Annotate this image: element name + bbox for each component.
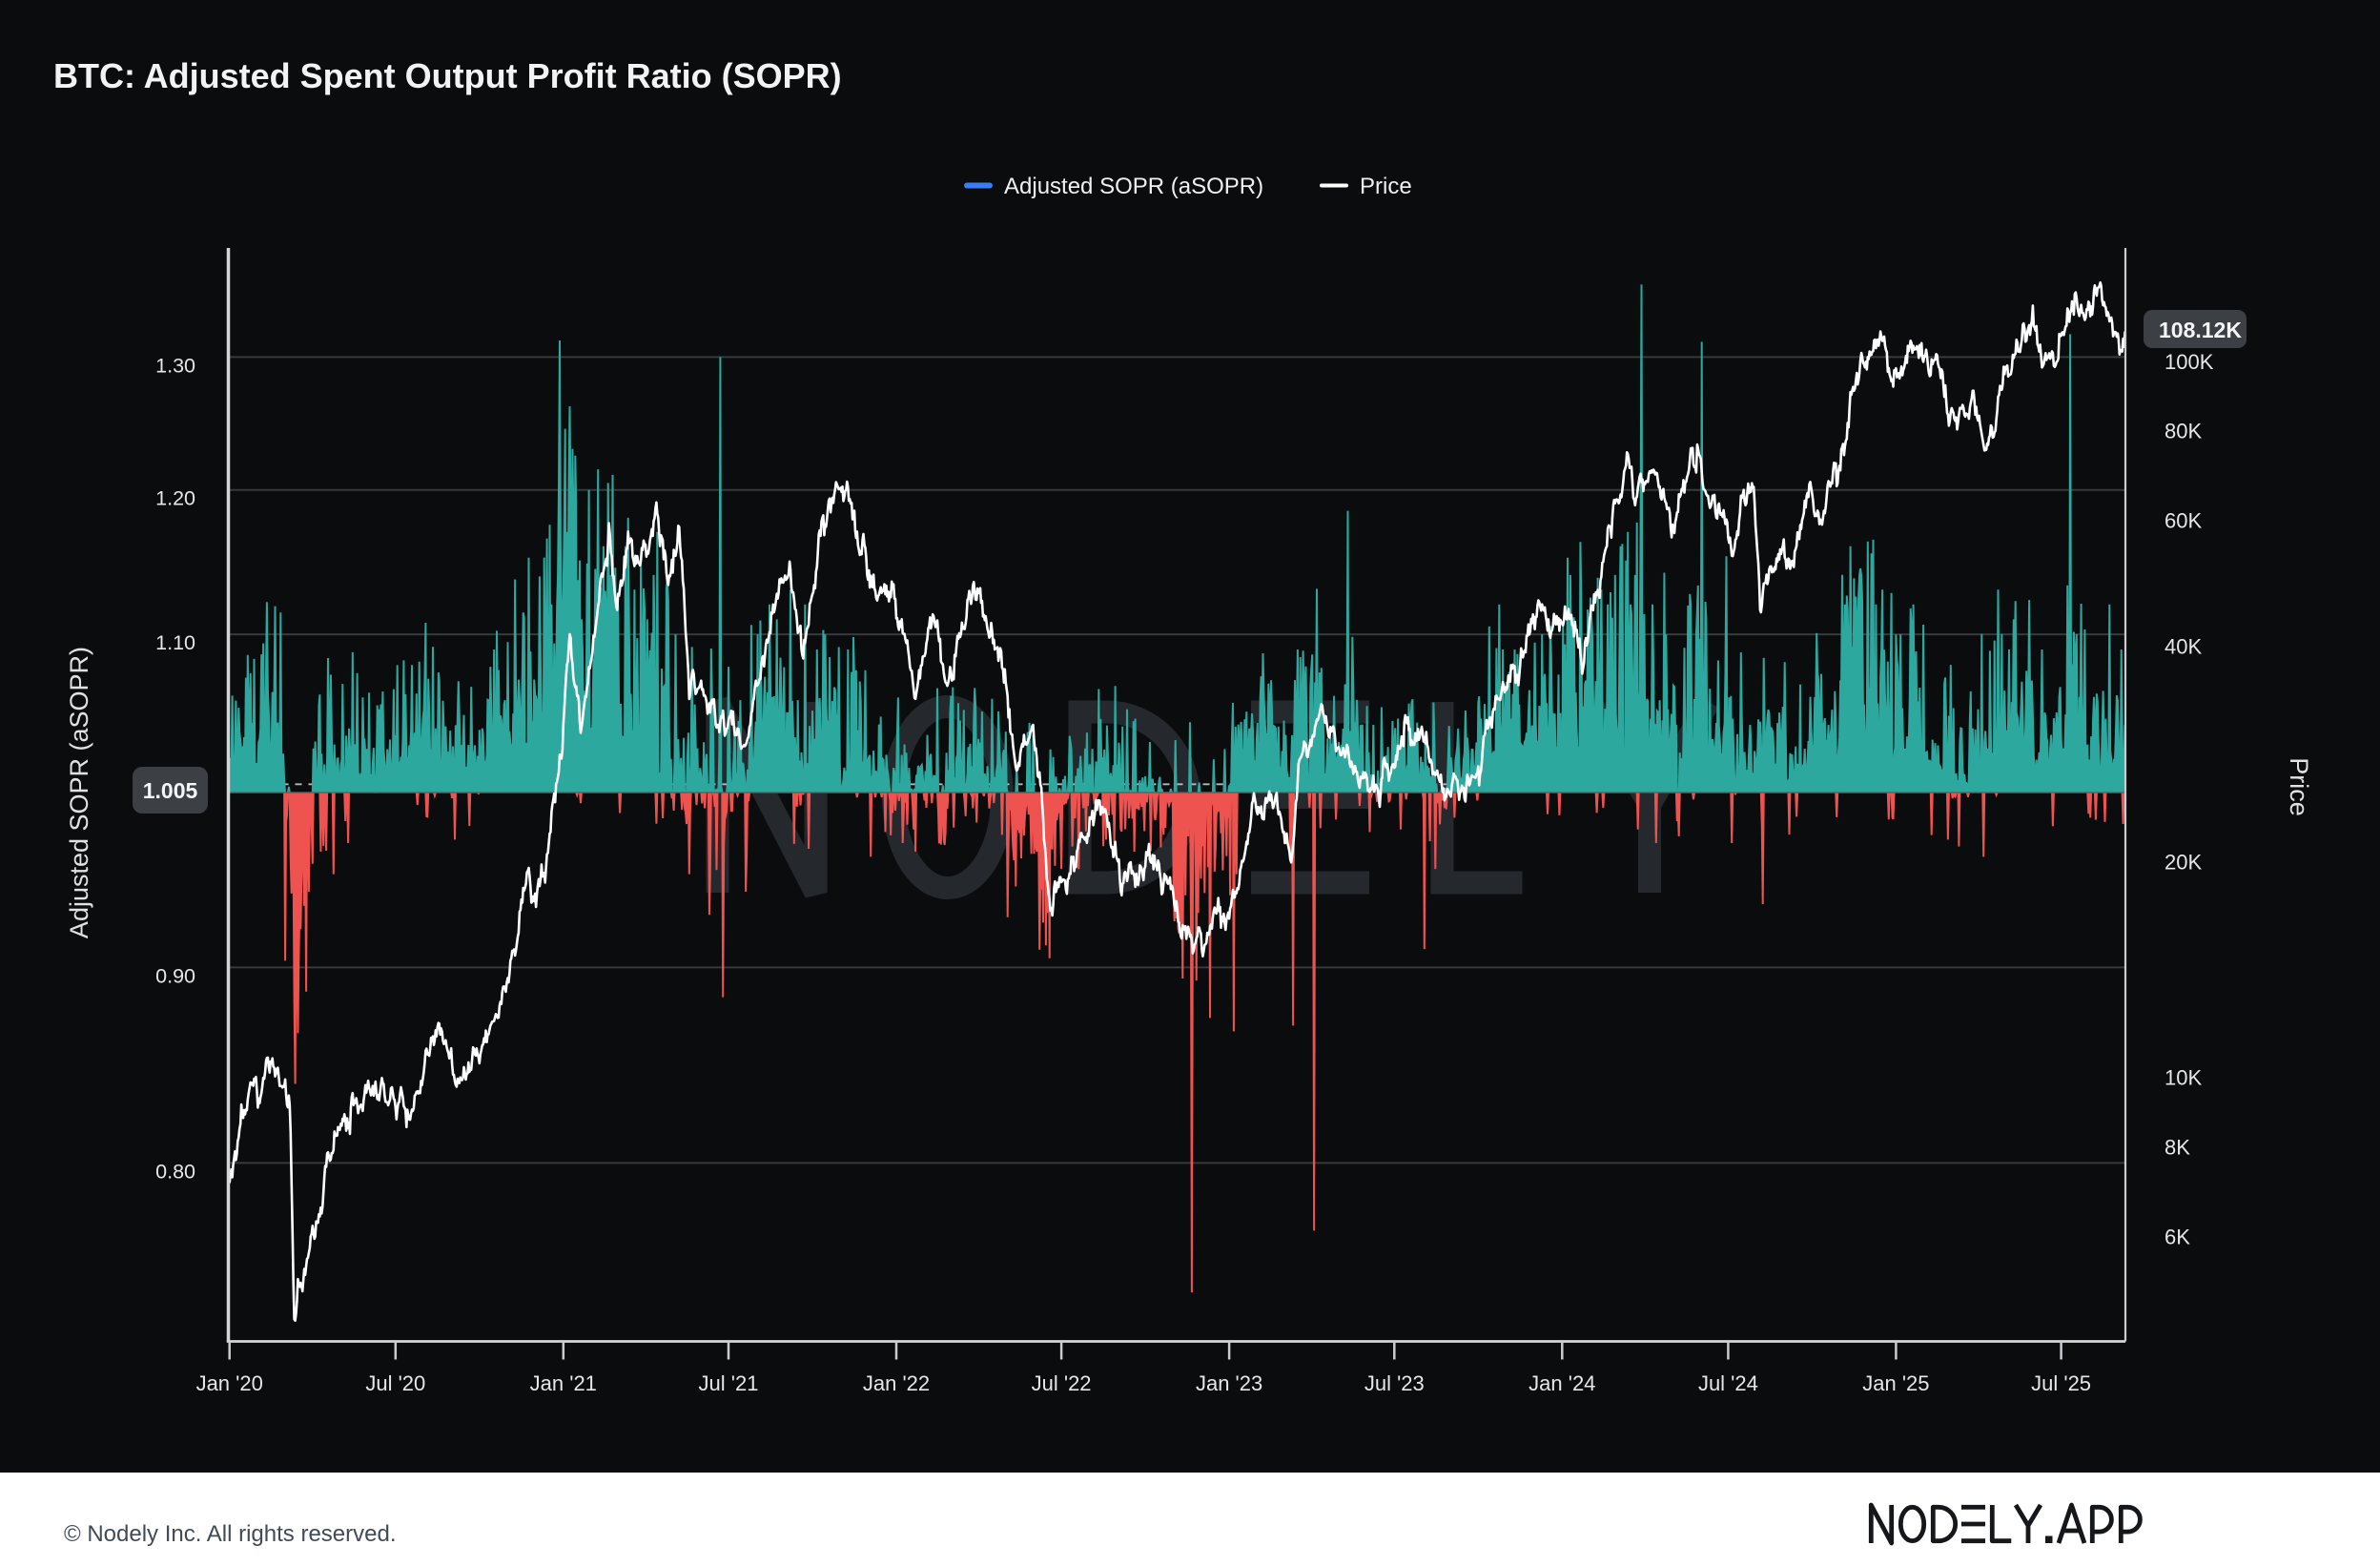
svg-text:Jul '21: Jul '21 — [699, 1371, 759, 1395]
svg-text:Jul '22: Jul '22 — [1032, 1371, 1092, 1395]
svg-text:60K: 60K — [2165, 509, 2202, 533]
svg-text:10K: 10K — [2165, 1066, 2202, 1090]
svg-text:Jul '24: Jul '24 — [1698, 1371, 1758, 1395]
svg-text:0.80: 0.80 — [155, 1160, 195, 1183]
svg-text:8K: 8K — [2165, 1136, 2190, 1160]
svg-text:80K: 80K — [2165, 420, 2202, 443]
svg-text:Jan '20: Jan '20 — [196, 1371, 263, 1395]
svg-text:Jan '25: Jan '25 — [1862, 1371, 1929, 1395]
svg-text:0.90: 0.90 — [155, 964, 195, 987]
svg-text:Price: Price — [2285, 757, 2313, 816]
svg-text:40K: 40K — [2165, 635, 2202, 659]
svg-text:Jan '24: Jan '24 — [1529, 1371, 1595, 1395]
svg-text:Jul '23: Jul '23 — [1364, 1371, 1425, 1395]
svg-text:Adjusted SOPR (aSOPR): Adjusted SOPR (aSOPR) — [65, 647, 93, 938]
svg-text:20K: 20K — [2165, 851, 2202, 875]
svg-text:108.12K: 108.12K — [2159, 318, 2242, 342]
svg-text:Price: Price — [1360, 174, 1412, 199]
svg-text:BTC: Adjusted Spent Output Pro: BTC: Adjusted Spent Output Profit Ratio … — [53, 56, 842, 95]
svg-text:Jan '23: Jan '23 — [1196, 1371, 1262, 1395]
svg-text:Jan '22: Jan '22 — [863, 1371, 930, 1395]
svg-text:1.10: 1.10 — [155, 631, 195, 654]
svg-text:Jul '20: Jul '20 — [365, 1371, 425, 1395]
svg-text:Jul '25: Jul '25 — [2031, 1371, 2091, 1395]
svg-text:Adjusted SOPR (aSOPR): Adjusted SOPR (aSOPR) — [1004, 174, 1263, 199]
svg-text:1.005: 1.005 — [143, 778, 198, 803]
svg-text:Jan '21: Jan '21 — [530, 1371, 597, 1395]
svg-text:1.20: 1.20 — [155, 487, 195, 510]
svg-text:100K: 100K — [2165, 350, 2214, 374]
svg-text:6K: 6K — [2165, 1225, 2190, 1248]
svg-text:1.30: 1.30 — [155, 354, 195, 377]
